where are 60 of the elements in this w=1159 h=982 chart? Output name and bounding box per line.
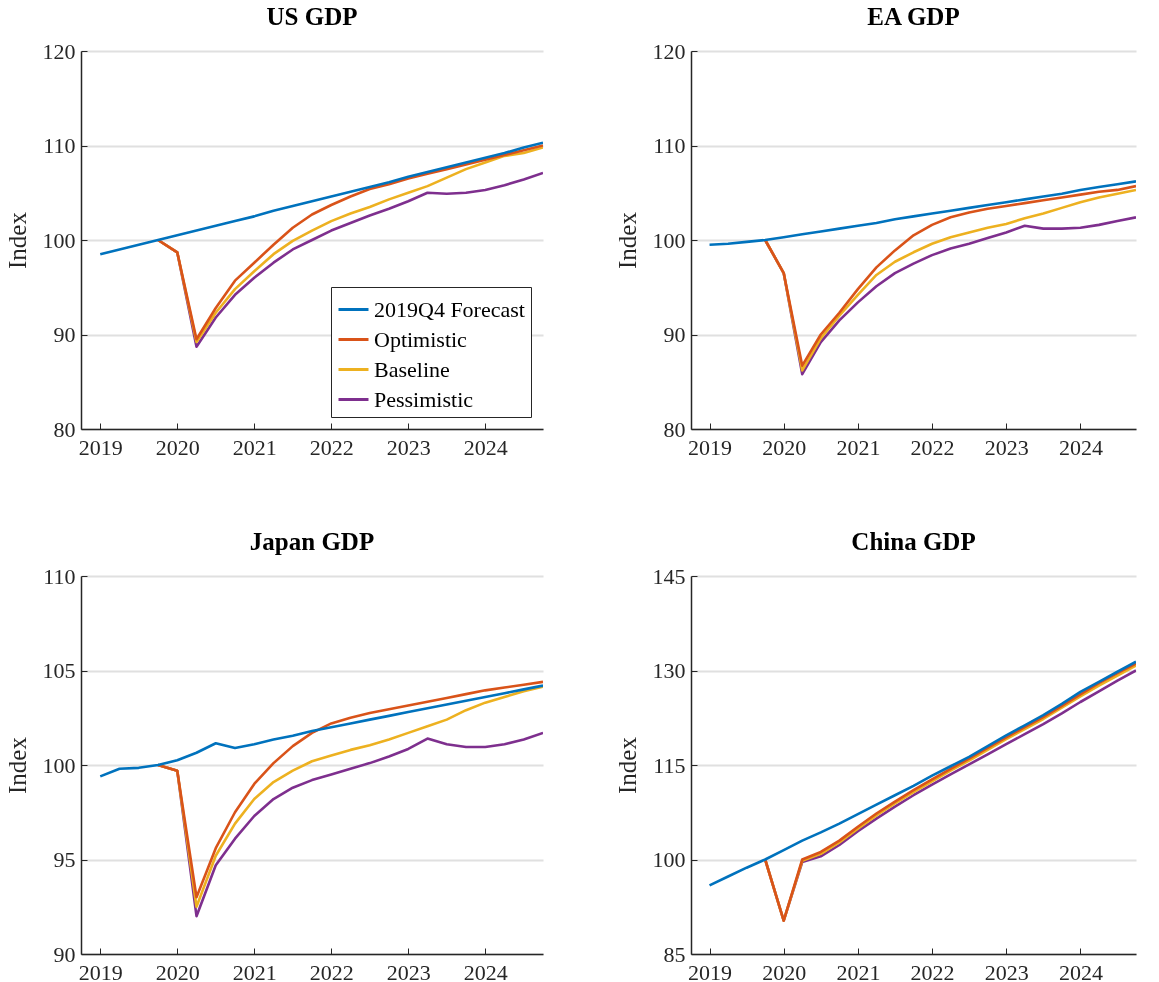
line-series [98,684,543,778]
x-tick-label: 2019 [78,959,123,982]
y-tick-label: 110 [653,133,686,158]
x-tick-label: 2024 [1058,434,1103,460]
x-tick-label: 2023 [386,959,431,982]
x-tick-label: 2022 [910,959,955,982]
y-tick-label: 130 [652,658,686,683]
x-tick-label: 2020 [155,434,200,460]
x-tick-label: 2021 [232,959,277,982]
y-axis-title: Index [613,736,641,794]
y-tick-label: 85 [663,941,686,967]
x-tick-label: 2023 [386,434,431,460]
y-axis-title: Index [613,211,641,269]
legend-label: Pessimistic [374,386,474,412]
line-series [708,180,1136,247]
x-tick-label: 2021 [836,959,881,982]
line-series [98,141,543,256]
chart-title: Japan GDP [249,528,375,555]
chart-title: US GDP [266,3,358,30]
x-tick-label: 2021 [232,434,277,460]
chart-title: China GDP [851,528,976,555]
y-tick-label: 120 [42,38,76,64]
y-tick-label: 100 [652,847,686,872]
legend-label: 2019Q4 Forecast [374,296,525,322]
y-tick-label: 100 [652,227,686,253]
x-tick-label: 2020 [155,959,200,982]
line-series [708,660,1136,887]
y-axis-title: Index [3,736,31,794]
x-tick-label: 2023 [984,434,1029,460]
x-tick-label: 2020 [762,434,807,460]
x-tick-label: 2022 [910,434,955,460]
x-tick-label: 2023 [984,959,1029,982]
x-tick-label: 2021 [836,434,881,460]
chart-title: EA GDP [867,3,960,30]
y-tick-label: 105 [42,658,76,683]
x-tick-label: 2024 [1058,959,1103,982]
y-tick-label: 145 [652,563,686,589]
y-tick-label: 95 [53,847,76,872]
x-tick-label: 2019 [688,434,733,460]
y-tick-label: 120 [652,38,686,64]
y-tick-label: 90 [53,322,76,347]
y-tick-label: 90 [53,941,76,967]
x-tick-label: 2019 [688,959,733,982]
y-axis-title: Index [3,211,31,269]
y-tick-label: 100 [42,227,76,253]
y-tick-label: 80 [663,416,686,442]
x-tick-label: 2022 [309,959,354,982]
legend-label: Baseline [374,356,450,382]
x-tick-label: 2024 [463,434,508,460]
legend-label: Optimistic [374,326,468,352]
x-tick-label: 2020 [762,959,807,982]
y-tick-label: 110 [43,563,76,589]
y-tick-label: 80 [53,416,76,442]
x-tick-label: 2022 [309,434,354,460]
x-tick-label: 2024 [463,959,508,982]
y-tick-label: 90 [663,322,686,347]
y-tick-label: 100 [42,752,76,778]
y-tick-label: 110 [43,133,76,158]
x-tick-label: 2019 [78,434,123,460]
y-tick-label: 115 [653,752,686,778]
